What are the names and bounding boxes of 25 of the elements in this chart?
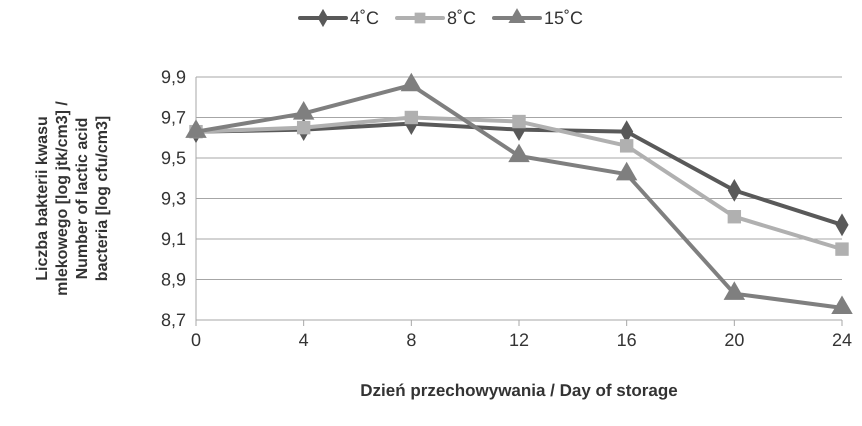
x-tick-label: 0	[190, 330, 202, 350]
y-tick-label: 9,7	[160, 108, 186, 128]
y-tick-label: 9,1	[160, 229, 186, 249]
x-tick-label: 16	[616, 330, 637, 350]
y-tick-label: 8,7	[160, 310, 186, 330]
legend-label: 15˚C	[544, 8, 584, 28]
point	[404, 110, 418, 124]
y-axis-title: Liczba bakterii kwasu mlekowego [log jtk/cm3] / Number of lactic acid bacteria [log cfu/cm3]	[34, 100, 111, 296]
x-tick-label: 8	[406, 330, 416, 350]
y-tick-label: 9,3	[160, 188, 186, 208]
legend-label: 8˚C	[447, 8, 476, 28]
legend-label: 4˚C	[350, 8, 380, 28]
y-tick-label: 8,9	[160, 270, 186, 290]
point	[296, 120, 310, 134]
x-tick-label: 12	[508, 330, 530, 350]
y-tick-label: 9,9	[160, 67, 186, 87]
point	[512, 114, 526, 128]
point	[835, 242, 849, 256]
x-tick-label: 4	[298, 330, 309, 350]
x-tick-label: 24	[832, 330, 852, 350]
y-tick-label: 9,5	[160, 148, 186, 168]
x-tick-label: 20	[724, 330, 744, 350]
point	[620, 139, 634, 153]
point	[728, 210, 742, 224]
x-axis-title: Dzień przechowywania / Day of storage	[360, 381, 678, 400]
